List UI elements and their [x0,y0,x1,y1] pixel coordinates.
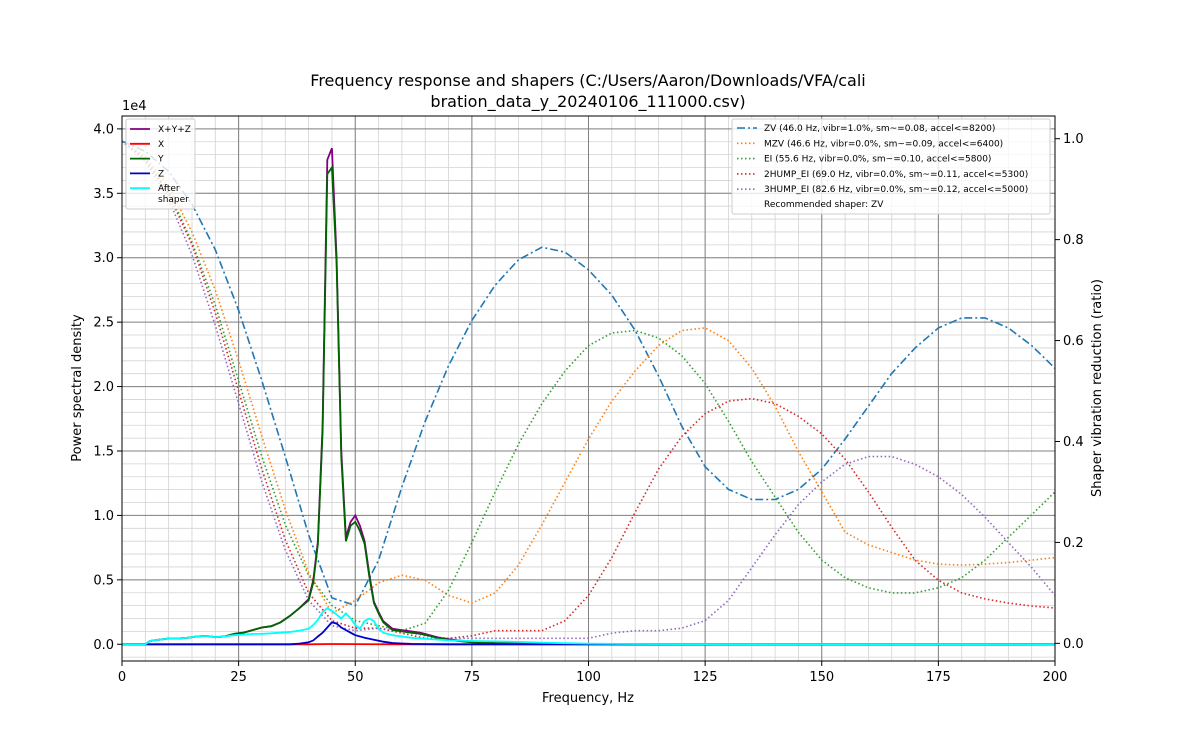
y-tick-label: 0.5 [93,573,114,588]
y2-tick-label: 0.2 [1063,536,1084,551]
x-tick-label: 175 [926,670,951,685]
recommended-shaper-text: Recommended shaper: ZV [764,200,884,210]
y-tick-label: 1.0 [93,509,114,524]
y-tick-label: 4.0 [93,122,114,137]
y2-tick-label: 0.0 [1063,637,1084,652]
y-tick-label: 3.5 [93,187,114,202]
y2-tick-label: 0.8 [1063,233,1084,248]
x-axis-ticks: 0 25 50 75 100 125 150 175 200 [118,661,1068,685]
psd-legend: X+Y+Z XYZ After shaper [125,118,196,210]
y-axis-ticks: 0.0 0.5 1.0 1.5 2.0 2.5 3.0 3.5 4.0 [93,122,122,653]
x-tick-label: 50 [347,670,364,685]
x-axis-label: Frequency, Hz [542,691,634,706]
psd-legend-label-line: X+Y+Z [158,125,191,135]
shaper-series-line-3 [121,140,1056,640]
psd-series-line-4 [122,607,1056,646]
chart-title-line2: bration_data_y_20240106_111000.csv) [430,92,745,112]
psd-series-line-3 [122,621,1055,646]
shaper-legend-label-4: 3HUMP_EI (82.6 Hz, vibr=0.0%, sm~=0.12, … [764,185,1028,195]
y2-tick-label: 1.0 [1063,132,1084,147]
shaper-legend: Recommended shaper: ZV ZV (46.0 Hz, vibr… [731,118,1051,215]
psd-legend-label-line: Y [157,155,164,165]
shaper-series-line-4 [121,140,1056,640]
x-tick-label: 150 [809,670,834,685]
psd-legend-label-line: Z [158,169,164,179]
shaper-legend-label-1: MZV (46.6 Hz, vibr=0.0%, sm~=0.09, accel… [764,139,1003,149]
shaper-legend-label-3: 2HUMP_EI (69.0 Hz, vibr=0.0%, sm~=0.11, … [764,170,1028,180]
shaper-series-line-2 [121,140,1056,632]
psd-lines [122,147,1056,646]
y-tick-label: 2.0 [93,380,114,395]
y-tick-label: 3.0 [93,251,114,266]
psd-legend-label-1: X [158,140,164,150]
psd-legend-label-2: Y [157,155,164,165]
psd-legend-label-line: X [158,140,164,150]
y2-tick-label: 0.4 [1063,435,1084,450]
shaper-lines [121,140,1056,640]
shaper-series-line-1 [121,140,1056,615]
shaper-series-line-0 [121,140,1056,607]
y2-tick-label: 0.6 [1063,334,1084,349]
y-tick-label: 0.0 [93,638,114,653]
x-tick-label: 125 [693,670,718,685]
psd-legend-box [125,118,196,210]
y-tick-label: 2.5 [93,316,114,331]
y-axis-label: Power spectral density [70,314,85,462]
psd-legend-label-0: X+Y+Z [158,125,191,135]
x-tick-label: 25 [230,670,247,685]
shaper-legend-label-2: EI (55.6 Hz, vibr=0.0%, sm~=0.10, accel<… [764,155,991,165]
psd-legend-label-3: Z [158,169,164,179]
y-offset-label: 1e4 [122,99,147,114]
psd-legend-label-4: After shaper [158,184,189,205]
x-tick-label: 200 [1043,670,1068,685]
y2-axis-label: Shaper vibration reduction (ratio) [1090,279,1105,497]
y-tick-label: 1.5 [93,444,114,459]
x-tick-label: 100 [576,670,601,685]
shaper-legend-label-0: ZV (46.0 Hz, vibr=1.0%, sm~=0.08, accel<… [764,124,995,134]
shaper-legend-box [731,118,1051,215]
chart-title-line1: Frequency response and shapers (C:/Users… [310,71,865,90]
y2-axis-ticks: 0.0 0.2 0.4 0.6 0.8 1.0 [1055,132,1084,652]
x-tick-label: 75 [464,670,481,685]
psd-legend-label-line: After [158,184,180,194]
psd-legend-label-line: shaper [158,195,189,205]
x-tick-label: 0 [118,670,126,685]
